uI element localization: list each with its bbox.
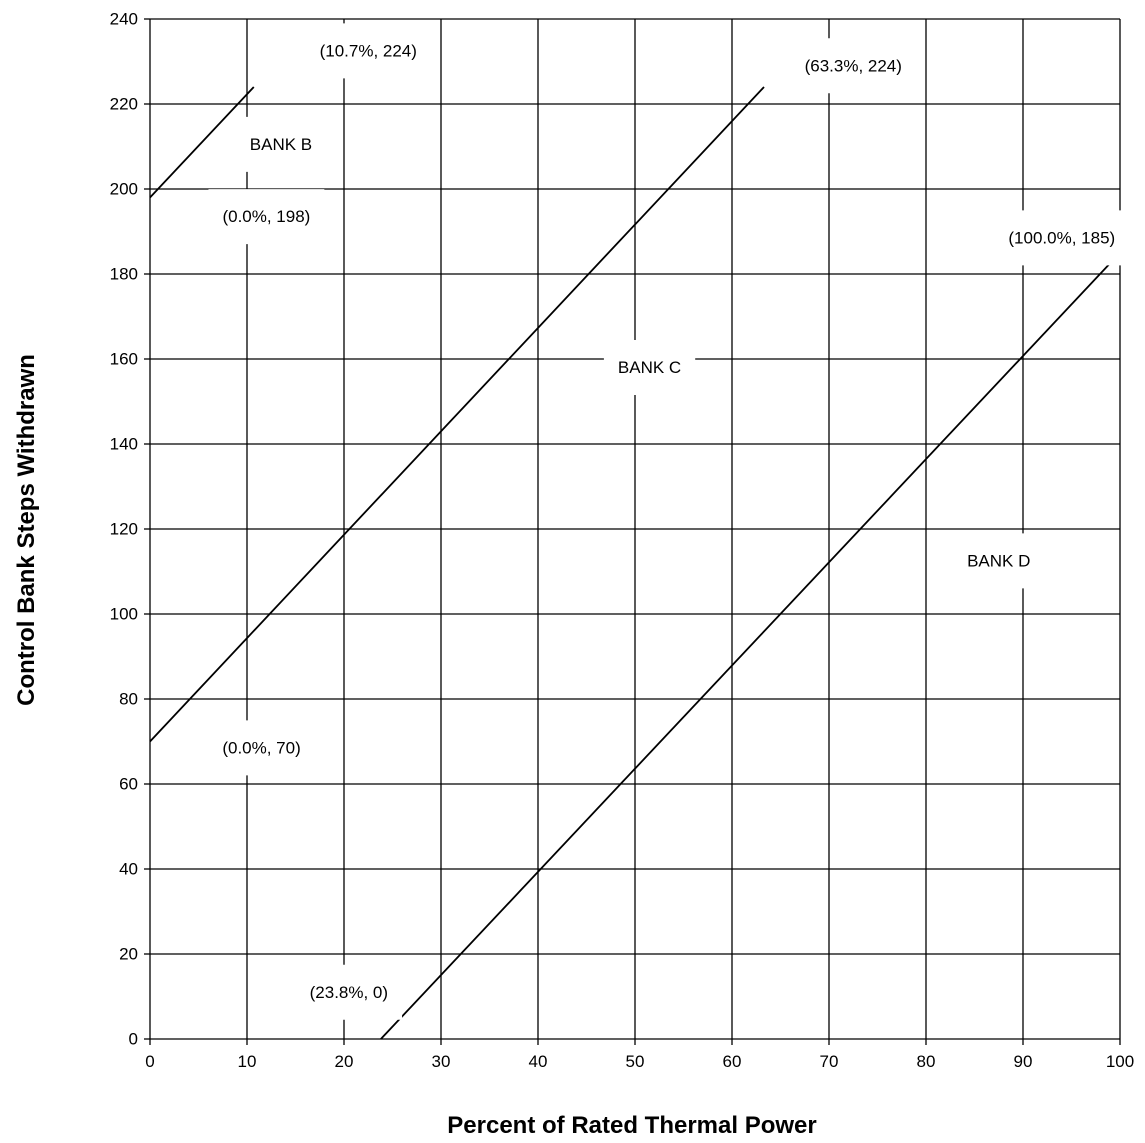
y-axis-title: Control Bank Steps Withdrawn [13, 354, 40, 706]
annotations: BANK B BANK C BANK D (10.7%, 224) (0.0%, 198… [208, 23, 1130, 1020]
tick-labels: 0 10 20 30 40 50 60 70 80 90 100 0 20 40 60 80 100 120 140… [110, 10, 1135, 1072]
y-tick-label-140: 140 [110, 435, 138, 454]
pt-d-top-bg [994, 210, 1130, 266]
label-bank-d-text: BANK D [967, 551, 1030, 570]
pt-c-start: (0.0%, 70) [208, 720, 315, 776]
series-line-bank-b [149, 86, 255, 199]
pt-b-start-bg [208, 189, 325, 245]
x-axis-title: Percent of Rated Thermal Power [447, 1112, 816, 1139]
label-bank-c: BANK C [603, 340, 696, 395]
label-bank-c-text: BANK C [618, 358, 681, 377]
x-tick-label-90: 90 [1014, 1052, 1033, 1071]
y-tick-label-80: 80 [119, 690, 138, 709]
label-bank-b: BANK B [235, 116, 327, 172]
grid [144, 18, 1121, 1045]
pt-c-top-text: (63.3%, 224) [805, 56, 902, 75]
x-tick-label-0: 0 [145, 1052, 154, 1071]
x-tick-label-20: 20 [335, 1052, 354, 1071]
label-bank-d: BANK D [953, 533, 1045, 589]
y-tick-label-160: 160 [110, 350, 138, 369]
x-tick-label-70: 70 [820, 1052, 839, 1071]
pt-c-top-bg [790, 38, 916, 94]
x-tick-label-10: 10 [238, 1052, 257, 1071]
pt-c-start-text: (0.0%, 70) [222, 738, 300, 757]
y-tick-label-200: 200 [110, 180, 138, 199]
label-bank-b-bg [235, 116, 327, 172]
y-tick-label-240: 240 [110, 10, 138, 29]
series-lines [149, 86, 1121, 1040]
label-bank-d-bg [953, 533, 1045, 589]
y-tick-label-220: 220 [110, 95, 138, 114]
pt-b-start-text: (0.0%, 198) [222, 207, 310, 226]
y-tick-label-120: 120 [110, 520, 138, 539]
series-line-bank-d [380, 252, 1121, 1040]
pt-d-top: (100.0%, 185) [994, 210, 1130, 266]
x-tick-label-40: 40 [529, 1052, 548, 1071]
y-tick-label-0: 0 [129, 1030, 138, 1049]
x-tick-label-60: 60 [723, 1052, 742, 1071]
pt-c-top: (63.3%, 224) [790, 38, 916, 94]
y-tick-label-180: 180 [110, 265, 138, 284]
pt-d-start-text: (23.8%, 0) [310, 983, 388, 1002]
x-tick-label-30: 30 [432, 1052, 451, 1071]
label-bank-c-bg [603, 340, 696, 395]
pt-b-start: (0.0%, 198) [208, 189, 325, 245]
x-tick-label-100: 100 [1106, 1052, 1134, 1071]
y-tick-label-60: 60 [119, 775, 138, 794]
y-tick-label-40: 40 [119, 860, 138, 879]
pt-c-start-bg [208, 720, 315, 776]
pt-d-top-text: (100.0%, 185) [1008, 228, 1115, 247]
pt-d-start-bg [295, 964, 403, 1020]
y-tick-label-100: 100 [110, 605, 138, 624]
x-tick-label-50: 50 [626, 1052, 645, 1071]
label-bank-b-text: BANK B [250, 135, 312, 154]
pt-b-top-text: (10.7%, 224) [320, 41, 417, 60]
pt-b-top: (10.7%, 224) [305, 23, 431, 79]
pt-d-start: (23.8%, 0) [295, 964, 403, 1020]
y-tick-label-20: 20 [119, 945, 138, 964]
x-tick-label-80: 80 [917, 1052, 936, 1071]
series-line-bank-c [149, 86, 765, 743]
pt-b-top-bg [305, 23, 431, 79]
